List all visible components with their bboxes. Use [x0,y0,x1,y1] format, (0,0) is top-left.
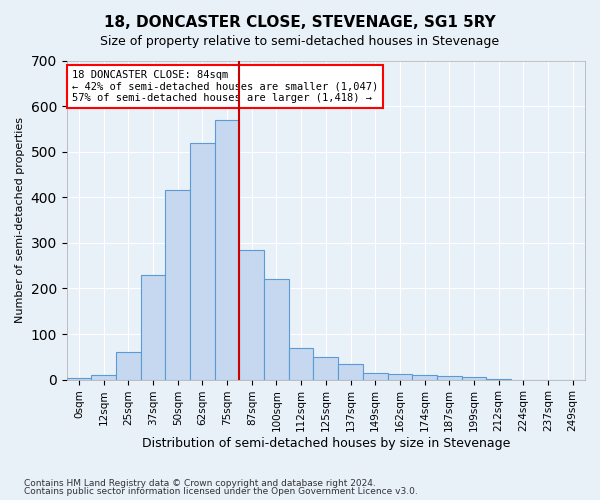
X-axis label: Distribution of semi-detached houses by size in Stevenage: Distribution of semi-detached houses by … [142,437,510,450]
Bar [116,352,141,380]
Bar [313,357,338,380]
Y-axis label: Number of semi-detached properties: Number of semi-detached properties [15,117,25,323]
Bar [412,375,437,380]
Bar [67,378,91,380]
Text: Contains public sector information licensed under the Open Government Licence v3: Contains public sector information licen… [24,487,418,496]
Bar [388,374,412,380]
Bar [264,280,289,380]
Bar [190,142,215,380]
Bar [363,373,388,380]
Bar [437,376,461,380]
Bar [166,190,190,380]
Bar [461,378,486,380]
Bar [289,348,313,380]
Text: 18, DONCASTER CLOSE, STEVENAGE, SG1 5RY: 18, DONCASTER CLOSE, STEVENAGE, SG1 5RY [104,15,496,30]
Bar [215,120,239,380]
Bar [91,375,116,380]
Text: 18 DONCASTER CLOSE: 84sqm
← 42% of semi-detached houses are smaller (1,047)
57% : 18 DONCASTER CLOSE: 84sqm ← 42% of semi-… [72,70,378,103]
Bar [338,364,363,380]
Text: Size of property relative to semi-detached houses in Stevenage: Size of property relative to semi-detach… [100,35,500,48]
Bar [486,378,511,380]
Bar [141,275,166,380]
Text: Contains HM Land Registry data © Crown copyright and database right 2024.: Contains HM Land Registry data © Crown c… [24,478,376,488]
Bar [239,250,264,380]
